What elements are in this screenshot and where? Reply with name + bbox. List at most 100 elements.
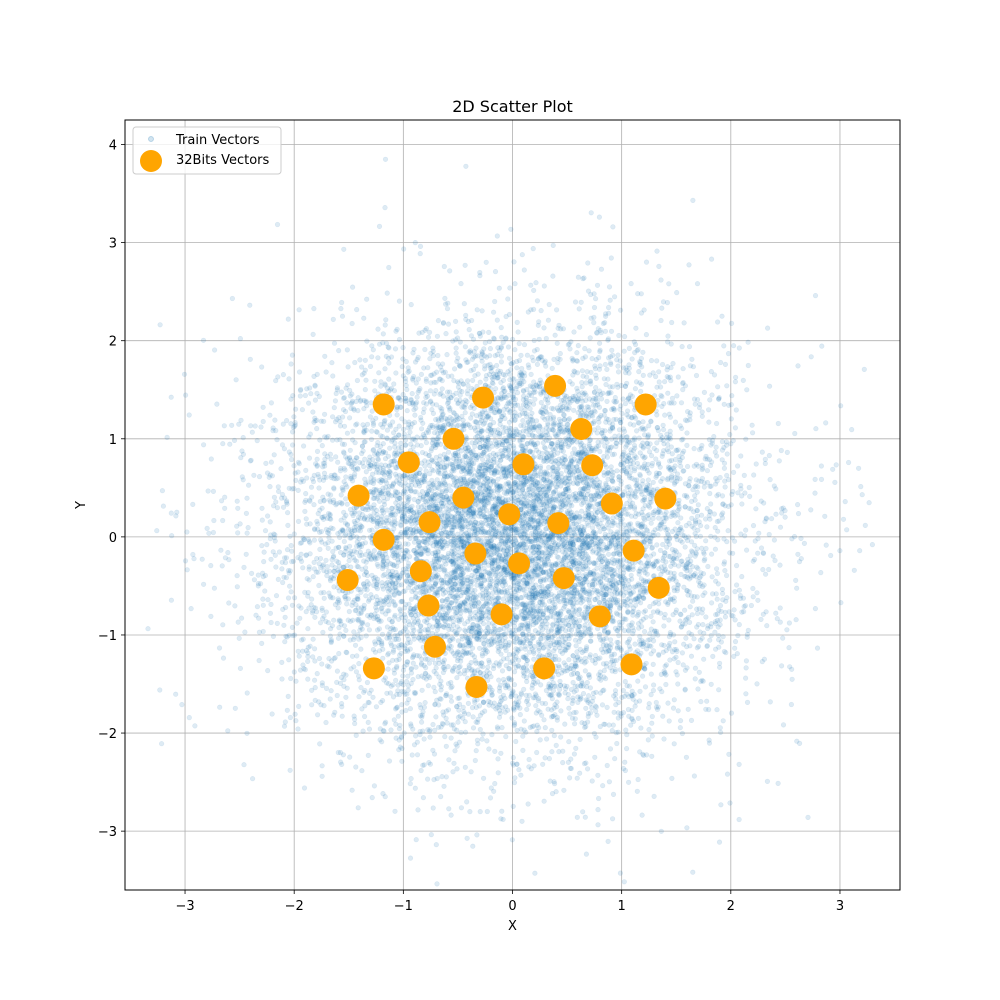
train-vector-point: [190, 501, 196, 508]
train-vector-point: [314, 371, 320, 378]
train-vector-point: [638, 725, 644, 731]
train-vector-point: [528, 282, 534, 288]
train-vector-point: [546, 755, 553, 762]
train-vector-point: [745, 339, 751, 345]
train-vector-point: [478, 572, 484, 578]
train-vector-point: [832, 479, 838, 486]
train-vector-point: [618, 439, 624, 445]
train-vector-point: [767, 477, 773, 483]
train-vector-point: [441, 783, 447, 789]
train-vector-point: [649, 713, 655, 720]
train-vector-point: [248, 423, 254, 429]
train-vector-point: [502, 388, 508, 394]
train-vector-point: [511, 481, 518, 487]
train-vector-point: [521, 530, 527, 537]
train-vector-point: [633, 325, 639, 331]
train-vector-point: [562, 636, 569, 642]
train-vector-point: [607, 297, 613, 303]
train-vector-point: [380, 586, 386, 592]
train-vector-point: [655, 608, 661, 614]
train-vector-point: [679, 730, 686, 737]
train-vector-point: [570, 394, 576, 400]
train-vectors-series: [145, 156, 876, 887]
train-vector-point: [427, 761, 434, 767]
train-vector-point: [570, 407, 577, 413]
train-vector-point: [534, 298, 541, 304]
train-vector-point: [606, 536, 612, 542]
train-vector-point: [706, 737, 712, 743]
train-vector-point: [319, 773, 325, 779]
train-vector-point: [350, 617, 356, 623]
train-vector-point: [577, 635, 583, 641]
train-vector-point: [501, 406, 507, 413]
train-vector-point: [234, 498, 240, 504]
train-vector-point: [632, 641, 638, 647]
train-vector-point: [310, 574, 316, 580]
train-vector-point: [412, 240, 418, 246]
train-vector-point: [580, 566, 586, 573]
train-vector-point: [487, 795, 494, 801]
train-vector-point: [586, 348, 592, 354]
train-vector-point: [341, 465, 347, 471]
train-vector-point: [479, 736, 485, 742]
train-vector-point: [489, 568, 495, 574]
train-vector-point: [671, 697, 677, 703]
train-vector-point: [375, 355, 381, 361]
train-vector-point: [378, 699, 384, 706]
train-vector-point: [663, 672, 669, 678]
train-vector-point: [244, 690, 250, 696]
train-vector-point: [302, 508, 308, 515]
train-vector-point: [673, 607, 680, 613]
train-vector-point: [445, 587, 451, 593]
train-vector-point: [393, 580, 399, 586]
train-vector-point: [693, 372, 700, 379]
train-vector-point: [724, 451, 730, 457]
train-vector-point: [531, 389, 537, 395]
train-vector-point: [499, 808, 505, 814]
train-vector-point: [551, 504, 557, 510]
train-vector-point: [486, 446, 492, 452]
train-vector-point: [542, 489, 548, 495]
train-vector-point: [386, 650, 392, 657]
train-vector-point: [551, 733, 557, 739]
train-vector-point: [659, 476, 666, 482]
train-vector-point: [585, 414, 592, 421]
train-vector-point: [599, 573, 605, 579]
train-vector-point: [256, 629, 263, 635]
train-vector-point: [493, 582, 499, 588]
train-vector-point: [365, 752, 371, 759]
train-vector-point: [251, 577, 257, 583]
train-vector-point: [662, 663, 668, 669]
train-vector-point: [334, 692, 340, 699]
train-vector-point: [526, 649, 533, 655]
train-vector-point: [487, 346, 494, 352]
train-vector-point: [410, 473, 416, 479]
train-vector-point: [694, 513, 701, 519]
train-vector-point: [603, 381, 609, 388]
train-vector-point: [736, 587, 743, 593]
train-vector-point: [755, 597, 761, 603]
train-vector-point: [400, 426, 407, 432]
train-vector-point: [723, 572, 730, 579]
train-vector-point: [705, 623, 711, 629]
train-vector-point: [404, 386, 410, 393]
train-vector-point: [669, 775, 675, 782]
train-vector-point: [738, 531, 744, 537]
train-vector-point: [281, 723, 288, 729]
train-vector-point: [492, 298, 498, 305]
train-vector-point: [556, 491, 563, 497]
train-vector-point: [495, 368, 501, 374]
train-vector-point: [603, 416, 610, 422]
train-vector-point: [306, 400, 312, 406]
train-vector-point: [386, 360, 392, 366]
train-vector-point: [462, 764, 468, 770]
train-vector-point: [642, 562, 648, 569]
train-vector-point: [653, 699, 659, 706]
train-vector-point: [727, 800, 733, 806]
train-vector-point: [347, 754, 353, 760]
train-vector-point: [551, 780, 558, 787]
train-vector-point: [470, 843, 476, 849]
train-vector-point: [295, 648, 301, 654]
train-vector-point: [262, 528, 269, 534]
train-vector-point: [564, 668, 570, 674]
